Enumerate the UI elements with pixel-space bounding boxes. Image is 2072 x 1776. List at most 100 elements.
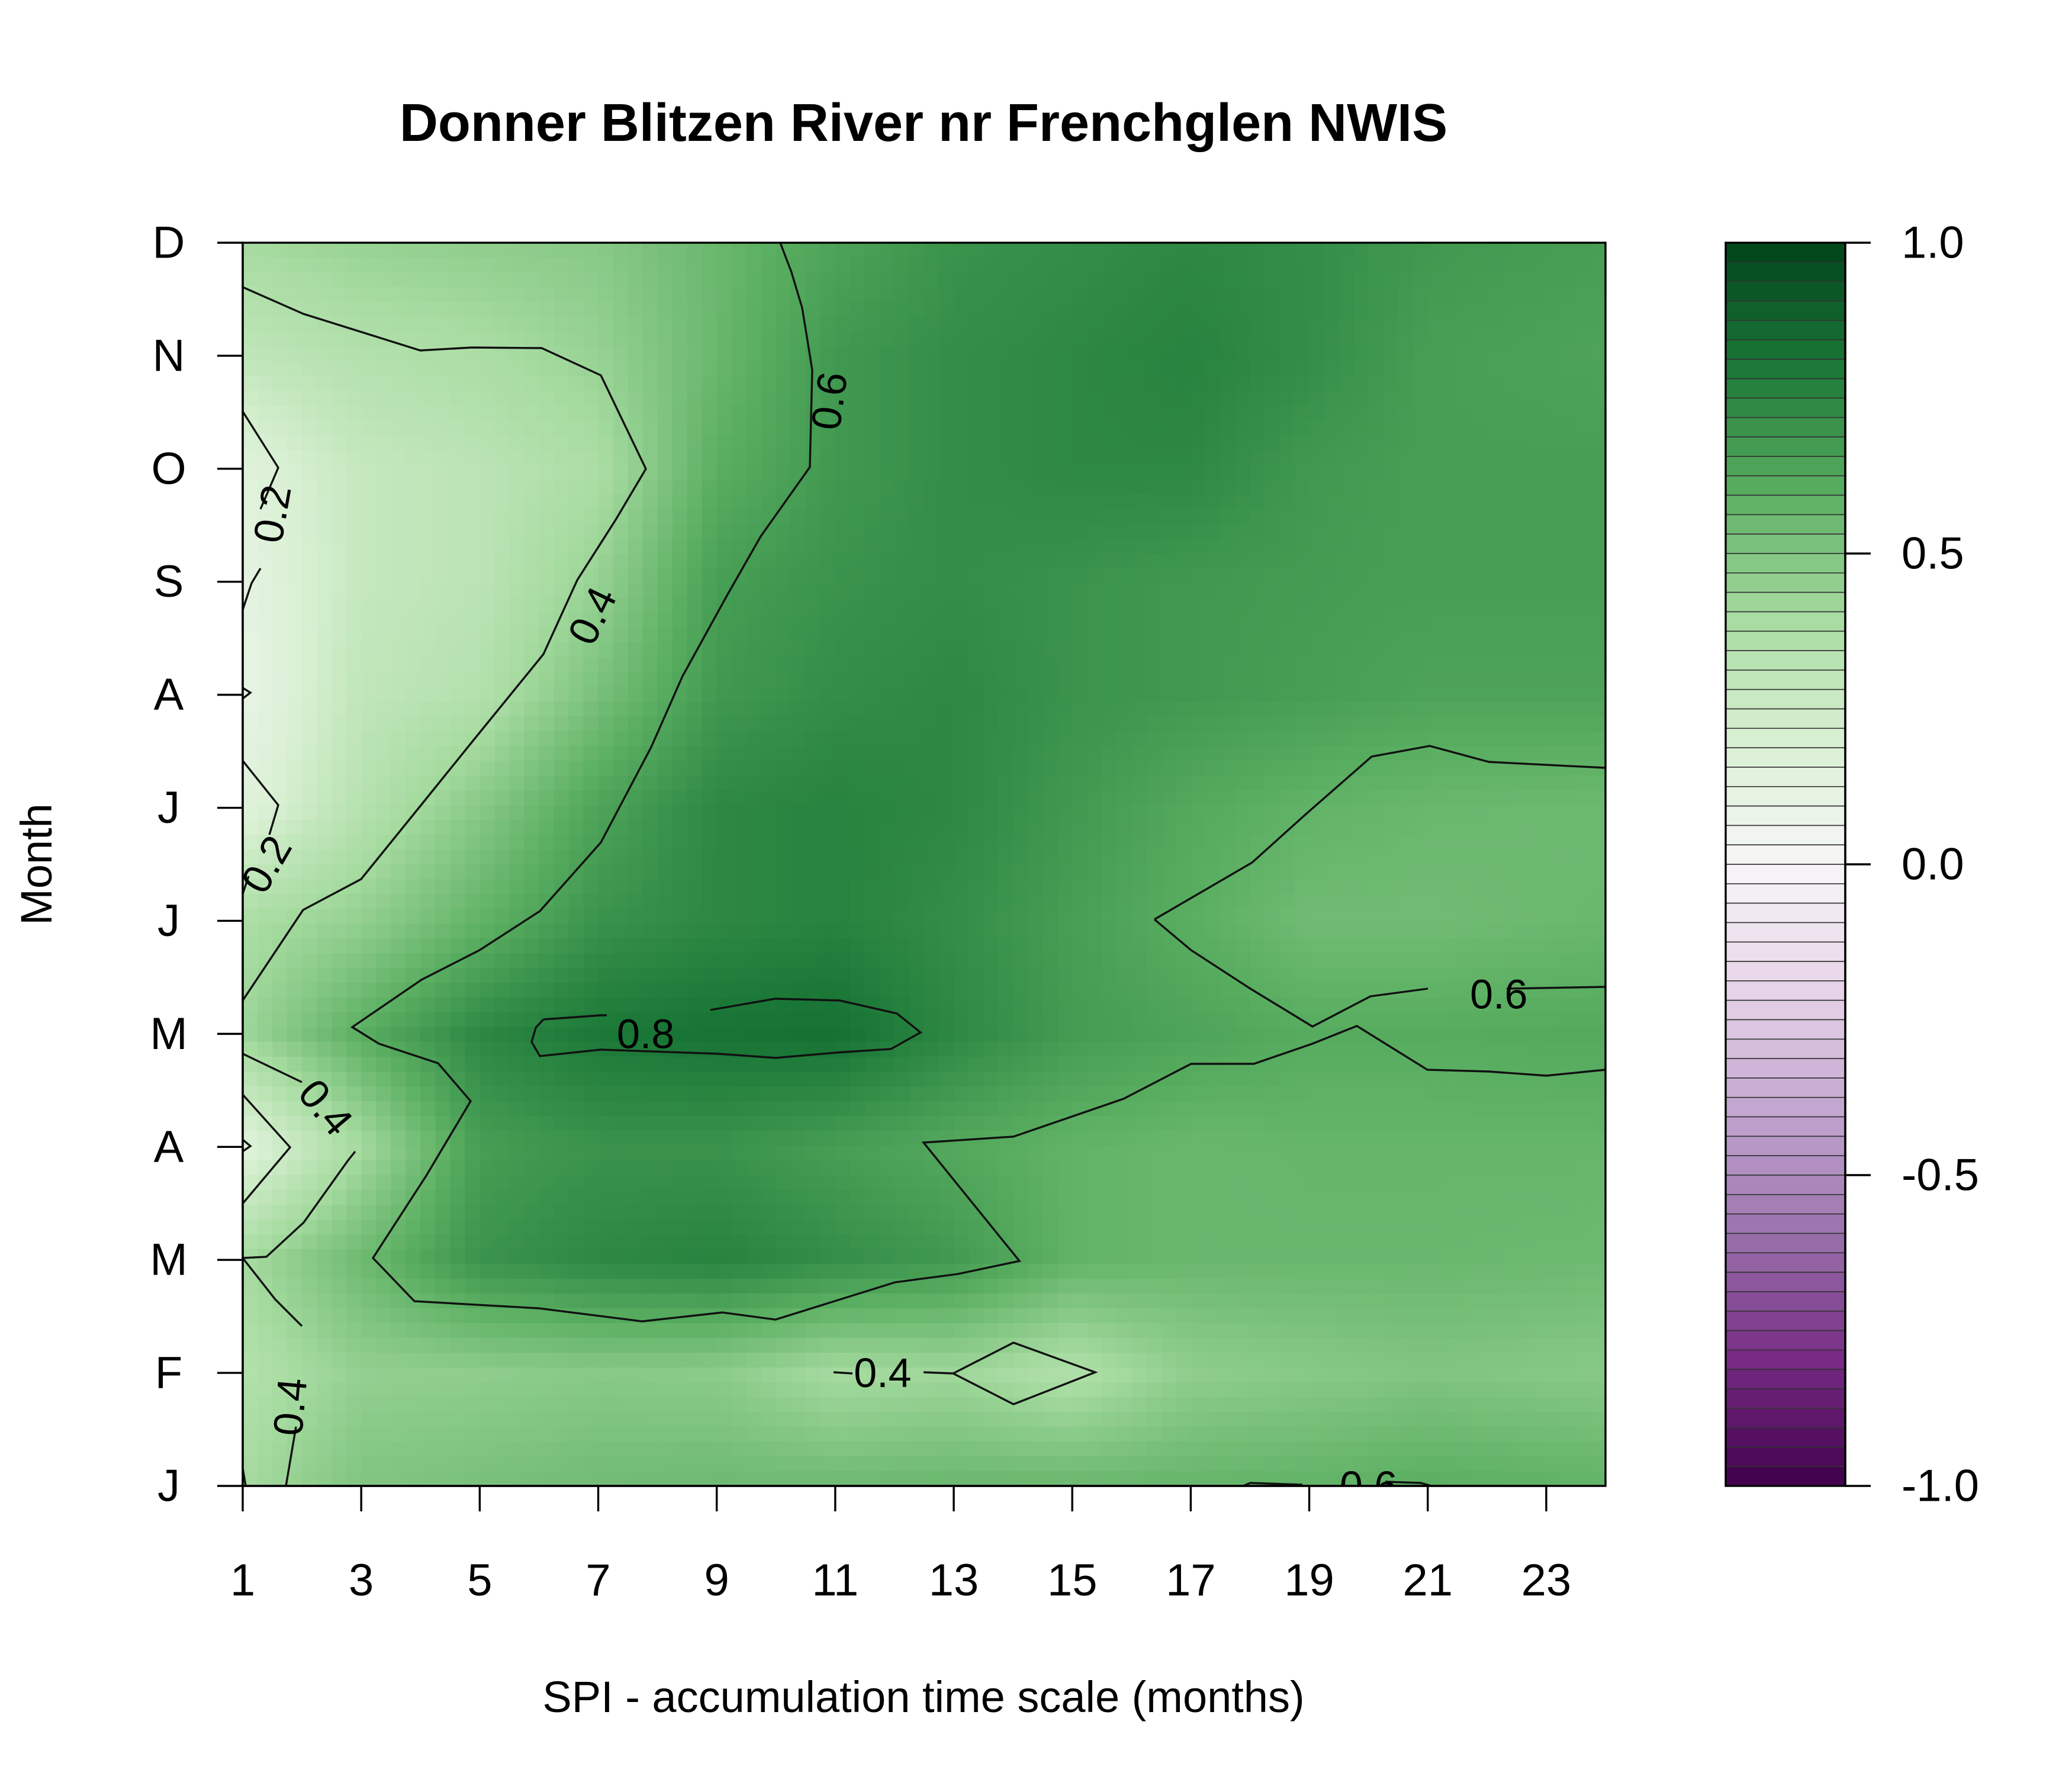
heatmap-cell: [894, 805, 910, 821]
heatmap-cell: [243, 435, 258, 451]
heatmap-cell: [376, 465, 392, 480]
heatmap-cell: [583, 776, 599, 791]
heatmap-cell: [435, 1338, 451, 1353]
heatmap-cell: [776, 1471, 792, 1486]
heatmap-cell: [939, 1131, 954, 1146]
heatmap-cell: [332, 1042, 347, 1057]
heatmap-cell: [346, 583, 362, 599]
heatmap-cell: [258, 1368, 273, 1383]
heatmap-cell: [509, 1264, 525, 1279]
heatmap-cell: [657, 524, 673, 539]
heatmap-cell: [909, 642, 925, 658]
heatmap-cell: [524, 391, 540, 406]
heatmap-cell: [1028, 302, 1043, 317]
heatmap-cell: [376, 583, 392, 599]
heatmap-cell: [894, 776, 910, 791]
heatmap-cell: [376, 450, 392, 465]
heatmap-cell: [628, 613, 644, 628]
heatmap-cell: [1043, 879, 1058, 895]
heatmap-cell: [761, 1249, 777, 1265]
heatmap-cell: [494, 657, 510, 673]
heatmap-cell: [642, 302, 658, 317]
heatmap-cell: [243, 894, 258, 909]
heatmap-cell: [332, 1323, 347, 1339]
heatmap-cell: [509, 998, 525, 1013]
heatmap-cell: [272, 480, 288, 495]
heatmap-cell: [376, 1397, 392, 1413]
heatmap-cell: [361, 1264, 377, 1279]
heatmap-cell: [1102, 924, 1118, 939]
heatmap-cell: [820, 1412, 836, 1427]
heatmap-cell: [435, 509, 451, 525]
heatmap-cell: [1072, 1323, 1088, 1339]
heatmap-cell: [1102, 509, 1118, 525]
heatmap-cell: [539, 1442, 555, 1457]
heatmap-cell: [687, 628, 703, 643]
heatmap-cell: [628, 1294, 644, 1309]
heatmap-cell: [939, 924, 954, 939]
heatmap-cell: [850, 983, 866, 998]
heatmap-cell: [465, 879, 481, 895]
heatmap-cell: [1013, 879, 1028, 895]
heatmap-cell: [406, 1397, 422, 1413]
heatmap-cell: [539, 761, 555, 776]
heatmap-cell: [554, 1471, 570, 1486]
heatmap-cell: [420, 1308, 436, 1324]
heatmap-cell: [258, 465, 273, 480]
heatmap-cell: [998, 716, 1014, 732]
heatmap-cell: [702, 1382, 718, 1398]
heatmap-cell: [657, 687, 673, 702]
heatmap-cell: [805, 1234, 821, 1250]
heatmap-cell: [983, 894, 999, 909]
heatmap-cell: [450, 376, 466, 391]
heatmap-cell: [450, 1220, 466, 1235]
heatmap-cell: [1087, 1220, 1103, 1235]
heatmap-cell: [1087, 480, 1103, 495]
heatmap-cell: [568, 1190, 584, 1205]
heatmap-cell: [805, 983, 821, 998]
heatmap-cell: [406, 1368, 422, 1383]
heatmap-cell: [998, 953, 1014, 969]
heatmap-cell: [657, 1220, 673, 1235]
heatmap-cell: [613, 346, 629, 362]
heatmap-cell: [598, 938, 614, 954]
heatmap-cell: [790, 1175, 806, 1191]
heatmap-cell: [909, 524, 925, 539]
heatmap-cell: [746, 435, 762, 451]
heatmap-cell: [894, 539, 910, 554]
heatmap-cell: [435, 465, 451, 480]
heatmap-cell: [346, 243, 362, 258]
heatmap-cell: [835, 583, 851, 599]
heatmap-cell: [687, 1205, 703, 1220]
heatmap-cell: [465, 1027, 481, 1043]
heatmap-cell: [243, 465, 258, 480]
heatmap-cell: [969, 376, 984, 391]
heatmap-cell: [287, 1323, 303, 1339]
heatmap-cell: [494, 272, 510, 288]
heatmap-cell: [894, 1456, 910, 1472]
heatmap-cell: [998, 494, 1014, 510]
heatmap-cell: [509, 1027, 525, 1043]
heatmap-cell: [879, 243, 895, 258]
heatmap-cell: [776, 1101, 792, 1117]
heatmap-cell: [790, 746, 806, 761]
heatmap-cell: [820, 1353, 836, 1368]
heatmap-cell: [746, 776, 762, 791]
heatmap-cell: [406, 1353, 422, 1368]
heatmap-cell: [450, 1456, 466, 1472]
heatmap-cell: [332, 391, 347, 406]
heatmap-cell: [613, 1264, 629, 1279]
heatmap-cell: [258, 805, 273, 821]
heatmap-cell: [568, 302, 584, 317]
heatmap-cell: [480, 1042, 496, 1057]
heatmap-cell: [746, 317, 762, 332]
heatmap-cell: [1043, 450, 1058, 465]
heatmap-cell: [835, 539, 851, 554]
heatmap-cell: [716, 1190, 732, 1205]
heatmap-cell: [939, 687, 954, 702]
heatmap-cell: [1057, 524, 1073, 539]
heatmap-cell: [435, 272, 451, 288]
heatmap-cell: [243, 1012, 258, 1028]
heatmap-cell: [790, 938, 806, 954]
heatmap-cell: [524, 687, 540, 702]
